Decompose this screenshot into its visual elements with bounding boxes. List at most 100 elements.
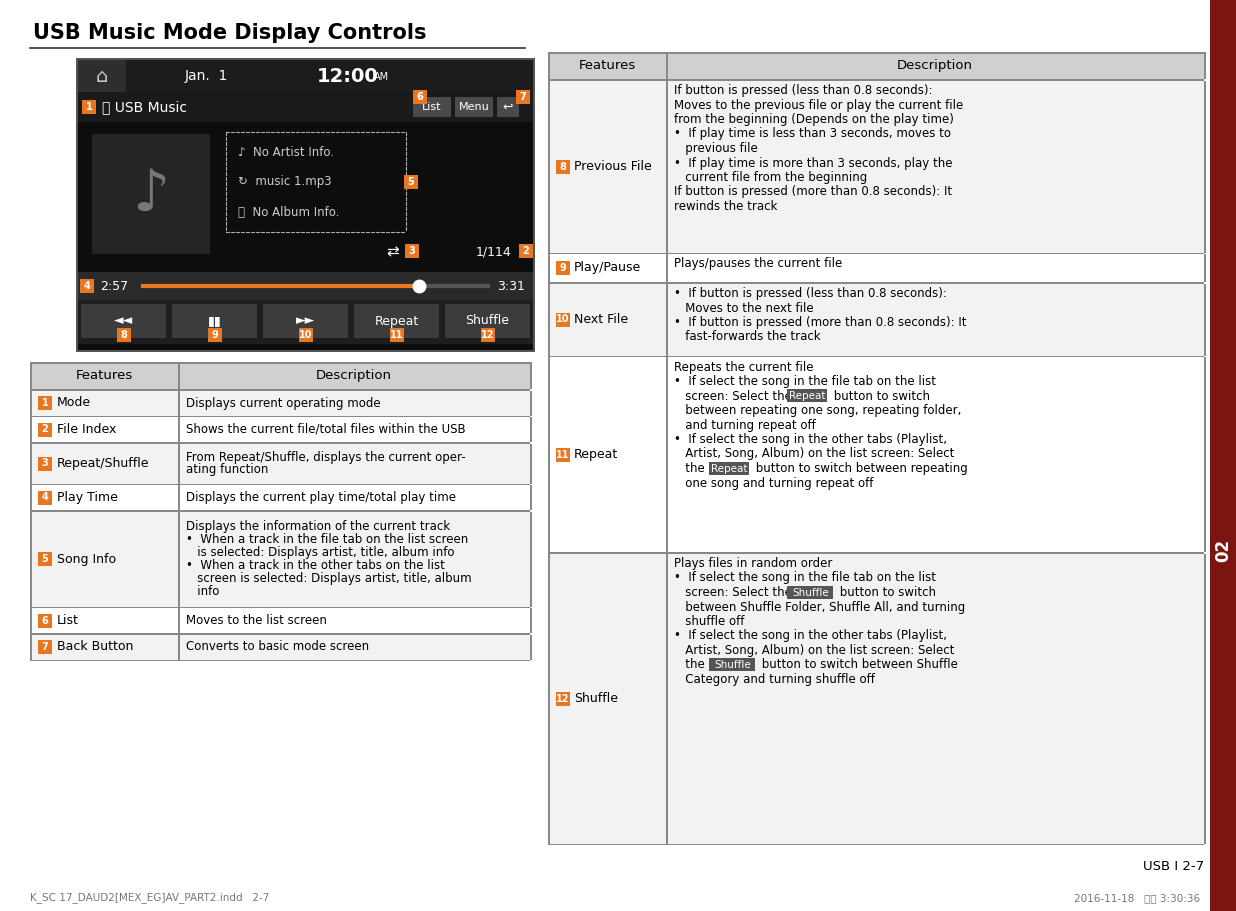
- Bar: [30, 417, 31, 442]
- Text: Back Button: Back Button: [57, 640, 133, 653]
- Bar: [172, 304, 257, 338]
- Bar: [30, 633, 530, 634]
- Bar: [30, 634, 31, 660]
- Text: ⌂: ⌂: [96, 67, 109, 86]
- Text: Category and turning shuffle off: Category and turning shuffle off: [674, 673, 875, 686]
- Text: and turning repeat off: and turning repeat off: [674, 418, 816, 432]
- Text: the: the: [674, 659, 708, 671]
- Bar: [1204, 283, 1205, 355]
- Bar: [666, 554, 667, 844]
- Text: Shuffle: Shuffle: [574, 692, 618, 705]
- Text: 3: 3: [42, 458, 48, 468]
- Text: ◄◄: ◄◄: [114, 314, 133, 327]
- Bar: [91, 134, 210, 254]
- Bar: [666, 357, 667, 552]
- Text: Moves to the next file: Moves to the next file: [674, 302, 813, 314]
- Bar: [556, 447, 570, 462]
- Text: Plays files in random order: Plays files in random order: [674, 557, 832, 570]
- Bar: [38, 423, 52, 436]
- Bar: [389, 328, 403, 342]
- Text: 7: 7: [42, 642, 48, 652]
- Text: K_SC 17_DAUD2[MEX_EG]AV_PART2.indd   2-7: K_SC 17_DAUD2[MEX_EG]AV_PART2.indd 2-7: [30, 892, 269, 903]
- Text: List: List: [57, 614, 79, 627]
- Text: rewinds the track: rewinds the track: [674, 200, 777, 213]
- Text: ►►: ►►: [295, 314, 315, 327]
- Text: 11: 11: [556, 449, 570, 459]
- Bar: [481, 328, 494, 342]
- Text: button to switch: button to switch: [837, 586, 937, 599]
- Bar: [445, 304, 530, 338]
- Text: current file from the beginning: current file from the beginning: [674, 171, 868, 184]
- Bar: [30, 608, 31, 633]
- Text: shuffle off: shuffle off: [674, 615, 744, 628]
- Text: ating function: ating function: [185, 464, 268, 476]
- Text: Shuffle: Shuffle: [466, 314, 509, 327]
- Bar: [78, 60, 533, 92]
- Bar: [666, 254, 667, 282]
- Bar: [666, 283, 667, 355]
- Text: Repeat: Repeat: [375, 314, 419, 327]
- Bar: [30, 362, 31, 389]
- Text: Converts to basic mode screen: Converts to basic mode screen: [185, 640, 370, 653]
- Bar: [530, 608, 531, 633]
- Bar: [709, 462, 749, 475]
- Text: 1: 1: [42, 398, 48, 408]
- Text: •  If button is pressed (more than 0.8 seconds): It: • If button is pressed (more than 0.8 se…: [674, 316, 967, 329]
- Bar: [666, 80, 667, 252]
- Bar: [530, 417, 531, 442]
- Bar: [30, 442, 530, 444]
- Text: 2: 2: [42, 425, 48, 435]
- Bar: [548, 80, 1204, 252]
- Text: If button is pressed (more than 0.8 seconds): It: If button is pressed (more than 0.8 seco…: [674, 186, 952, 199]
- Text: Description: Description: [316, 369, 392, 382]
- Bar: [78, 272, 533, 300]
- Bar: [556, 691, 570, 705]
- Bar: [530, 511, 531, 607]
- Text: ⎙  No Album Info.: ⎙ No Album Info.: [239, 206, 340, 219]
- Text: Play/Pause: Play/Pause: [574, 261, 641, 274]
- Bar: [178, 362, 179, 389]
- Bar: [1204, 357, 1205, 552]
- Bar: [1204, 80, 1205, 252]
- Text: •  If play time is less than 3 seconds, moves to: • If play time is less than 3 seconds, m…: [674, 128, 950, 140]
- Bar: [548, 283, 1204, 355]
- Text: 12:00: 12:00: [318, 67, 379, 86]
- Bar: [178, 485, 179, 510]
- Bar: [78, 60, 126, 92]
- Text: 5: 5: [42, 554, 48, 564]
- Text: 5: 5: [408, 177, 414, 187]
- Bar: [548, 52, 550, 79]
- Text: File Index: File Index: [57, 423, 116, 436]
- Text: 12: 12: [481, 330, 494, 340]
- Bar: [38, 456, 52, 470]
- Text: 11: 11: [389, 330, 403, 340]
- Bar: [556, 261, 570, 275]
- Bar: [548, 357, 550, 552]
- Bar: [30, 511, 31, 607]
- Bar: [75, 58, 535, 352]
- Text: •  If select the song in the file tab on the list: • If select the song in the file tab on …: [674, 571, 936, 585]
- Text: 2:57: 2:57: [100, 280, 129, 292]
- Bar: [1204, 554, 1205, 844]
- Text: ↩: ↩: [503, 100, 513, 114]
- Bar: [178, 391, 179, 415]
- Bar: [1204, 254, 1205, 282]
- Bar: [116, 328, 131, 342]
- Bar: [1210, 0, 1236, 911]
- Text: Displays the current play time/total play time: Displays the current play time/total pla…: [185, 491, 456, 504]
- Bar: [263, 304, 349, 338]
- Bar: [82, 100, 96, 114]
- Bar: [787, 389, 827, 402]
- Text: Previous File: Previous File: [574, 160, 651, 173]
- Text: screen: Select the: screen: Select the: [674, 390, 796, 403]
- Text: 1: 1: [85, 102, 93, 112]
- Text: Jan.  1: Jan. 1: [184, 69, 227, 83]
- Text: Displays current operating mode: Displays current operating mode: [185, 396, 381, 410]
- Text: Displays the information of the current track: Displays the information of the current …: [185, 520, 450, 533]
- Bar: [178, 511, 179, 607]
- Bar: [299, 328, 313, 342]
- Text: 1/114: 1/114: [476, 245, 510, 259]
- Bar: [30, 484, 530, 485]
- Bar: [530, 485, 531, 510]
- Text: 2016-11-18   오후 3:30:36: 2016-11-18 오후 3:30:36: [1074, 893, 1200, 903]
